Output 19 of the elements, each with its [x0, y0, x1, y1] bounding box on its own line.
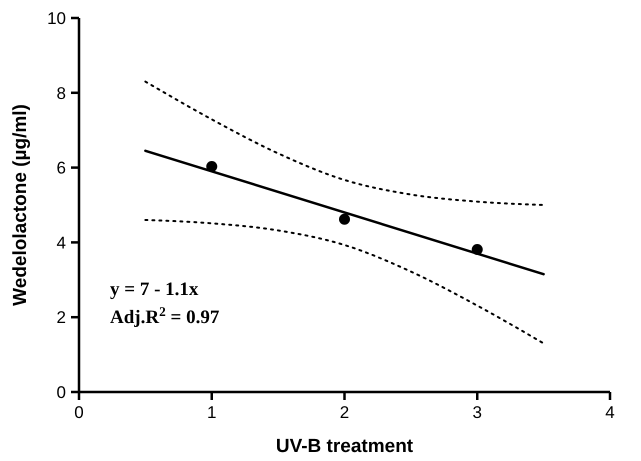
point: [339, 214, 350, 225]
x-tick-label: 1: [207, 403, 216, 422]
y-tick-label: 0: [56, 383, 66, 402]
y-tick-label: 10: [47, 9, 66, 28]
point: [472, 244, 483, 256]
x-tick-label: 2: [340, 403, 350, 422]
line-series: [144, 80, 545, 206]
annotation: y = 7 - 1.1x: [110, 278, 199, 300]
x-axis-title: UV-B treatment: [276, 436, 414, 457]
y-tick-label: 4: [56, 233, 66, 252]
annotation: Adj.R$^{2}$ = 0.97: [110, 303, 220, 328]
x-tick-label: 0: [74, 403, 84, 422]
y-tick-label: 8: [56, 84, 66, 103]
y-tick-label: 2: [56, 308, 66, 328]
point: [206, 160, 218, 172]
y-axis-title: Wedelolactone (µg/ml): [10, 104, 31, 306]
x-tick-label: 3: [472, 403, 482, 422]
x-tick-label: 4: [605, 403, 615, 422]
y-tick-label: 6: [56, 158, 66, 178]
